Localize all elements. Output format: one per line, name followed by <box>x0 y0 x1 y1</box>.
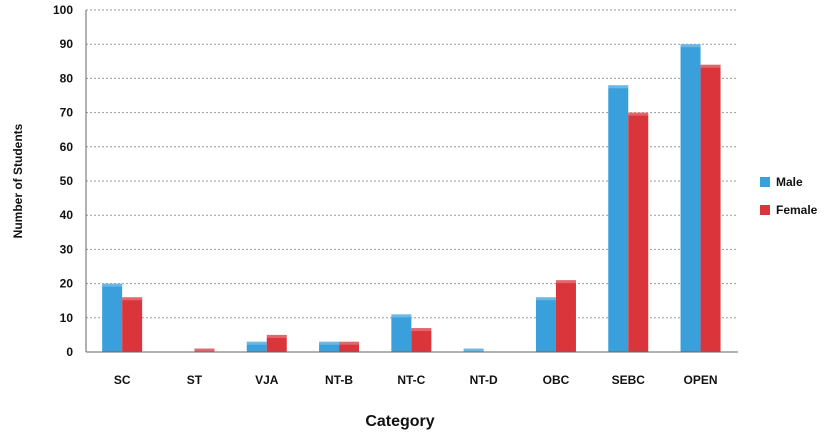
bar-fill <box>102 283 123 352</box>
legend: Male Female <box>760 175 818 217</box>
legend-swatch <box>760 177 770 187</box>
bar-fill <box>411 328 432 352</box>
bar-highlight <box>411 328 432 332</box>
y-tick-label: 30 <box>60 242 74 256</box>
y-tick-label: 70 <box>60 106 74 120</box>
x-tick-label: SEBC <box>612 373 646 387</box>
bar-male-open <box>680 44 701 352</box>
bar-male-sc <box>102 283 123 352</box>
bar-male-vja <box>246 341 267 352</box>
bar-highlight <box>391 314 412 318</box>
y-tick-label: 60 <box>60 140 74 154</box>
bar-female-nt-b <box>339 341 360 352</box>
bar-highlight <box>535 297 556 301</box>
bar-fill <box>266 334 287 352</box>
x-tick-label: NT-D <box>470 373 498 387</box>
bar-female-sebc <box>628 112 649 352</box>
bar-highlight <box>122 297 143 301</box>
bar-male-nt-c <box>391 314 412 352</box>
bar-highlight <box>102 283 123 287</box>
bar-fill <box>122 297 143 352</box>
x-tick-label: ST <box>187 373 203 387</box>
bar-fill <box>391 314 412 352</box>
bar-highlight <box>266 334 287 338</box>
y-tick-label: 80 <box>60 71 74 85</box>
y-tick-label: 40 <box>60 208 74 222</box>
x-tick-label: NT-B <box>325 373 353 387</box>
bar-female-open <box>700 64 721 352</box>
legend-label: Female <box>776 203 818 217</box>
bar-female-nt-c <box>411 328 432 352</box>
bar-highlight <box>608 85 629 89</box>
bar-highlight <box>194 348 215 352</box>
bar-fill <box>700 64 721 352</box>
bar-highlight <box>463 348 484 352</box>
bar-fill <box>608 85 629 353</box>
bar-fill <box>194 348 215 352</box>
y-tick-label: 20 <box>60 277 74 291</box>
bar-fill <box>463 348 484 352</box>
bar-highlight <box>246 341 267 345</box>
bar-highlight <box>700 64 721 68</box>
legend-item-male: Male <box>760 175 803 189</box>
legend-label: Male <box>776 175 803 189</box>
bar-male-sebc <box>608 85 629 353</box>
y-tick-label: 90 <box>60 37 74 51</box>
bar-male-nt-d <box>463 348 484 352</box>
x-tick-label: NT-C <box>397 373 425 387</box>
y-tick-label: 0 <box>66 345 73 359</box>
bar-fill <box>628 112 649 352</box>
y-tick-label: 50 <box>60 174 74 188</box>
x-tick-label: VJA <box>255 373 279 387</box>
bar-female-st <box>194 348 215 352</box>
x-axis-title: Category <box>365 413 434 430</box>
bar-fill <box>555 280 576 352</box>
bar-female-vja <box>266 334 287 352</box>
bar-highlight <box>319 341 340 345</box>
y-axis-title: Number of Students <box>11 123 25 238</box>
bar-fill <box>319 341 340 352</box>
bar-male-obc <box>535 297 556 352</box>
bar-fill <box>680 44 701 352</box>
bar-male-nt-b <box>319 341 340 352</box>
bar-highlight <box>339 341 360 345</box>
legend-swatch <box>760 205 770 215</box>
x-tick-label: OPEN <box>684 373 718 387</box>
bar-fill <box>246 341 267 352</box>
x-tick-label: SC <box>114 373 131 387</box>
y-tick-label: 10 <box>60 311 74 325</box>
legend-item-female: Female <box>760 203 818 217</box>
bar-female-sc <box>122 297 143 352</box>
grid <box>86 9 738 319</box>
bar-highlight <box>680 44 701 48</box>
x-tick-label: OBC <box>543 373 570 387</box>
bar-female-obc <box>555 280 576 352</box>
bar-fill <box>339 341 360 352</box>
bar-highlight <box>628 112 649 116</box>
x-tick-labels: SC ST VJA NT-B NT-C NT-D OBC SEBC OPEN <box>114 373 718 387</box>
bar-fill <box>535 297 556 352</box>
y-tick-label: 100 <box>53 3 73 17</box>
axes <box>85 10 738 353</box>
y-tick-labels: 0 10 20 30 40 50 60 70 80 90 100 <box>53 3 73 359</box>
bar-highlight <box>555 280 576 284</box>
bars <box>102 44 721 353</box>
